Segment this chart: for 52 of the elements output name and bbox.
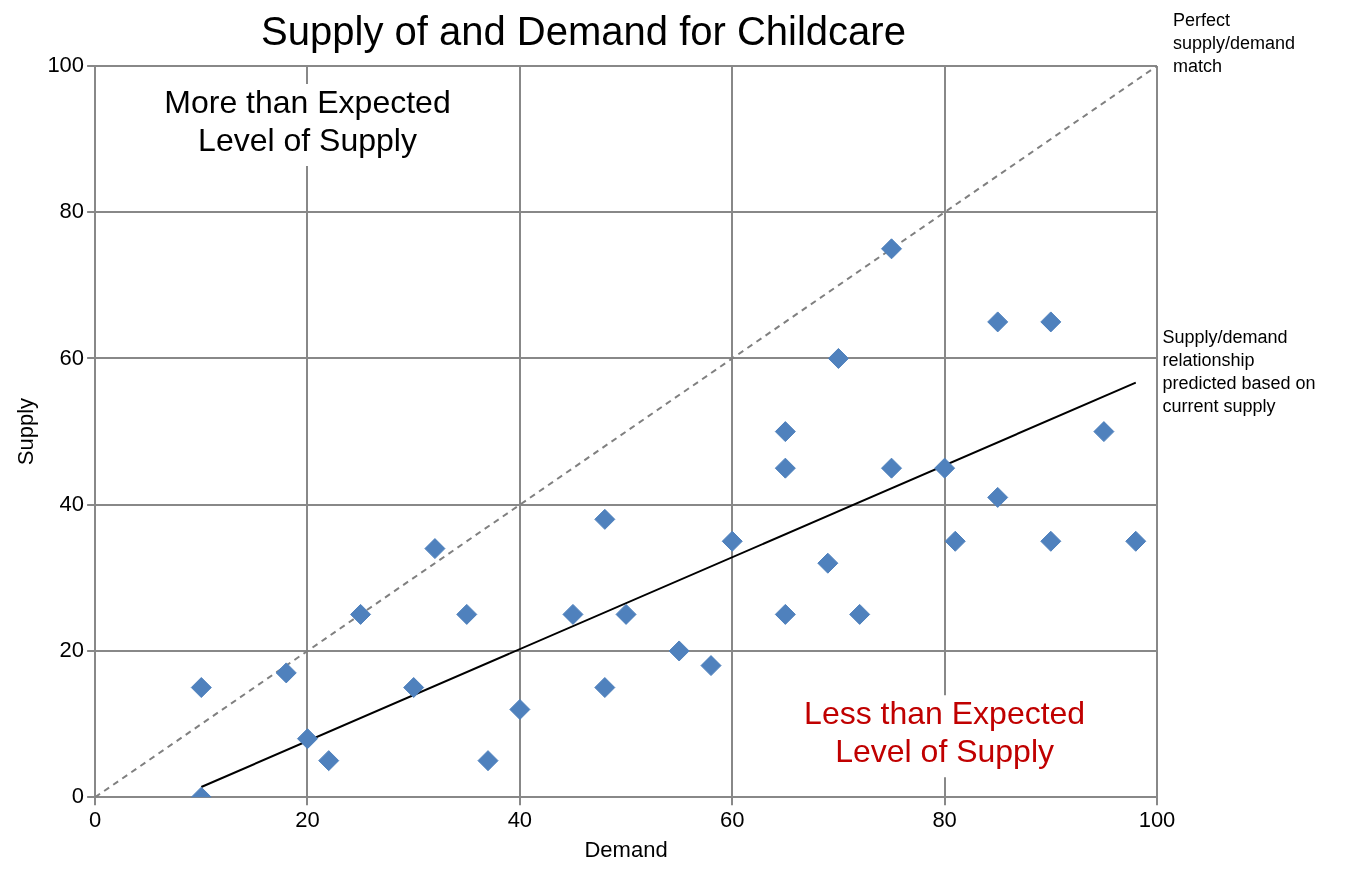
point xyxy=(509,698,531,720)
x-tick-label: 40 xyxy=(507,807,533,833)
point xyxy=(318,750,340,772)
y-tick-label: 80 xyxy=(59,198,85,224)
point xyxy=(934,457,956,479)
x-tick-label: 60 xyxy=(720,807,745,833)
annotation: Perfect supply/demand match xyxy=(1173,9,1296,76)
annotation: Less than Expected Level of Supply xyxy=(804,695,1086,770)
y-tick-label: 40 xyxy=(59,490,85,516)
point xyxy=(275,662,297,684)
x-tick-label: 100 xyxy=(1138,807,1176,833)
point xyxy=(774,603,796,625)
point xyxy=(849,603,871,625)
x-axis-title: Demand xyxy=(584,836,668,862)
x-tick-label: 20 xyxy=(295,807,320,833)
point xyxy=(350,603,372,625)
point xyxy=(668,640,690,662)
y-tick-label: 60 xyxy=(59,344,85,370)
x-tick-label: 80 xyxy=(932,807,957,833)
point xyxy=(403,677,425,699)
point xyxy=(1125,530,1147,552)
point xyxy=(774,457,796,479)
point xyxy=(987,486,1009,508)
point xyxy=(827,347,849,369)
y-tick-label: 100 xyxy=(47,52,85,78)
point xyxy=(721,530,743,552)
point xyxy=(562,603,584,625)
point xyxy=(1040,311,1062,333)
point xyxy=(1040,530,1062,552)
annotation: More than Expected Level of Supply xyxy=(164,83,451,158)
y-axis-title: Supply xyxy=(13,397,39,466)
point xyxy=(190,677,212,699)
y-tick-label: 0 xyxy=(71,783,85,809)
point xyxy=(881,238,903,260)
point xyxy=(594,677,616,699)
point xyxy=(774,421,796,443)
point xyxy=(594,508,616,530)
point xyxy=(296,728,318,750)
point xyxy=(456,603,478,625)
point xyxy=(424,538,446,560)
point xyxy=(700,655,722,677)
chart-title: Supply of and Demand for Childcare xyxy=(261,9,906,54)
annotation: Supply/demand relationship predicted based on current supply xyxy=(1162,326,1316,416)
y-tick-label: 20 xyxy=(59,637,85,663)
point xyxy=(477,750,499,772)
point xyxy=(944,530,966,552)
point xyxy=(817,552,839,574)
point xyxy=(881,457,903,479)
x-tick-label: 0 xyxy=(88,807,102,833)
point xyxy=(615,603,637,625)
point xyxy=(1093,421,1115,443)
point xyxy=(987,311,1009,333)
